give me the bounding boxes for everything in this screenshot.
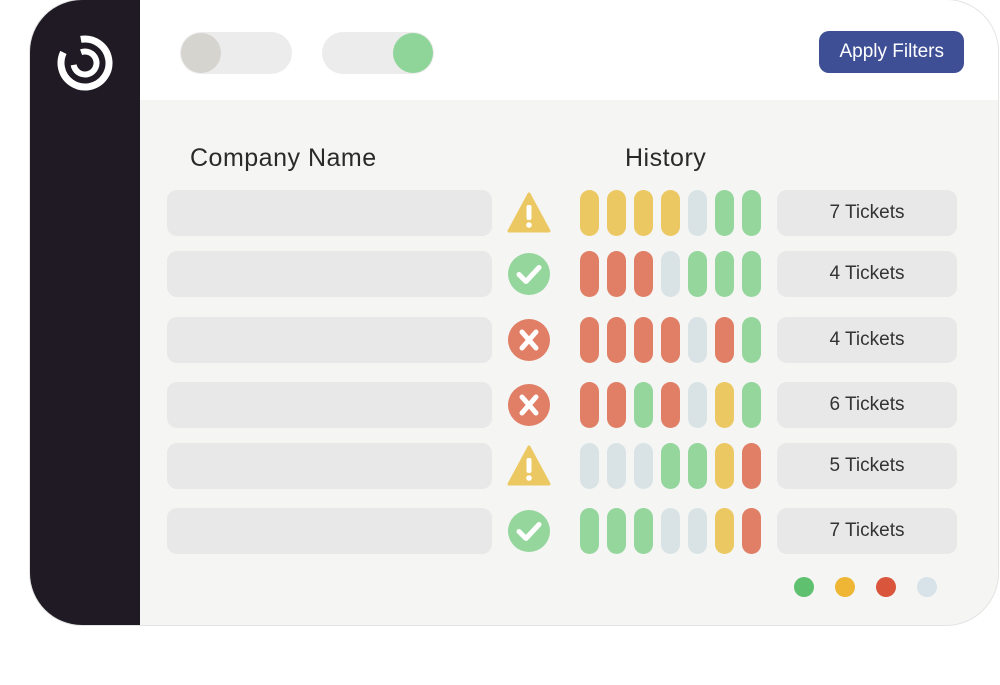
history-bars (580, 190, 761, 236)
history-bar-red (715, 317, 734, 363)
company-name-field[interactable] (167, 443, 492, 489)
history-bar-red (661, 382, 680, 428)
history-bar-gray (661, 508, 680, 554)
history-bar-gray (661, 251, 680, 297)
brand-logo-icon[interactable] (57, 35, 113, 91)
history-bar-red (634, 317, 653, 363)
history-bar-gray (580, 443, 599, 489)
table-row: 4 Tickets (167, 317, 967, 363)
sidebar (30, 0, 140, 625)
history-bar-gray (688, 317, 707, 363)
history-bar-green (607, 508, 626, 554)
history-bar-gray (688, 382, 707, 428)
app-window: Apply Filters Company Name History 7 Tic… (30, 0, 998, 625)
history-bars (580, 251, 761, 297)
check-circle-icon (508, 253, 550, 295)
table-row: 7 Tickets (167, 508, 967, 554)
history-bar-green (742, 382, 761, 428)
tickets-count[interactable]: 7 Tickets (777, 190, 957, 236)
tickets-count[interactable]: 6 Tickets (777, 382, 957, 428)
table-row: 7 Tickets (167, 190, 967, 236)
history-bar-green (715, 251, 734, 297)
history-bar-green (634, 508, 653, 554)
history-bar-gray (607, 443, 626, 489)
history-bar-red (607, 317, 626, 363)
company-name-header: Company Name (190, 144, 377, 172)
company-name-field[interactable] (167, 382, 492, 428)
history-bars (580, 382, 761, 428)
x-circle-icon (508, 384, 550, 426)
history-bars (580, 443, 761, 489)
history-bar-yellow (661, 190, 680, 236)
check-circle-icon (508, 510, 550, 552)
history-bar-green (661, 443, 680, 489)
history-bar-red (634, 251, 653, 297)
history-bars (580, 508, 761, 554)
warning-icon (507, 445, 551, 486)
filter-toggle-2[interactable] (322, 32, 434, 74)
warning-icon (507, 192, 551, 233)
company-name-field[interactable] (167, 317, 492, 363)
history-bar-yellow (715, 443, 734, 489)
legend-dot-gray (917, 577, 937, 597)
company-name-field[interactable] (167, 251, 492, 297)
table-row: 6 Tickets (167, 382, 967, 428)
toggle-knob (393, 33, 433, 73)
top-toolbar: Apply Filters (140, 0, 998, 100)
tickets-count[interactable]: 4 Tickets (777, 251, 957, 297)
history-bar-gray (688, 190, 707, 236)
history-bar-red (661, 317, 680, 363)
filter-toggle-1[interactable] (180, 32, 292, 74)
history-bar-green (688, 251, 707, 297)
history-bar-green (634, 382, 653, 428)
legend-dot-red (876, 577, 896, 597)
table-row: 4 Tickets (167, 251, 967, 297)
history-bar-red (580, 317, 599, 363)
history-bar-red (742, 508, 761, 554)
history-bar-red (607, 382, 626, 428)
history-bar-green (715, 190, 734, 236)
x-circle-icon (508, 319, 550, 361)
history-bar-yellow (607, 190, 626, 236)
history-bar-green (580, 508, 599, 554)
table-row: 5 Tickets (167, 443, 967, 489)
history-bar-red (580, 382, 599, 428)
history-bars (580, 317, 761, 363)
toggle-knob (181, 33, 221, 73)
tickets-count[interactable]: 5 Tickets (777, 443, 957, 489)
history-bar-yellow (634, 190, 653, 236)
history-header: History (625, 144, 707, 172)
history-bar-green (742, 317, 761, 363)
history-bar-gray (688, 508, 707, 554)
history-bar-green (742, 190, 761, 236)
history-bar-yellow (715, 508, 734, 554)
history-bar-red (742, 443, 761, 489)
history-bar-red (580, 251, 599, 297)
history-bar-gray (634, 443, 653, 489)
history-bar-yellow (715, 382, 734, 428)
history-bar-red (607, 251, 626, 297)
apply-filters-button[interactable]: Apply Filters (819, 31, 964, 73)
tickets-count[interactable]: 4 Tickets (777, 317, 957, 363)
tickets-count[interactable]: 7 Tickets (777, 508, 957, 554)
history-bar-green (742, 251, 761, 297)
company-name-field[interactable] (167, 190, 492, 236)
history-bar-yellow (580, 190, 599, 236)
legend-dot-yellow (835, 577, 855, 597)
history-bar-green (688, 443, 707, 489)
legend-dot-green (794, 577, 814, 597)
company-name-field[interactable] (167, 508, 492, 554)
